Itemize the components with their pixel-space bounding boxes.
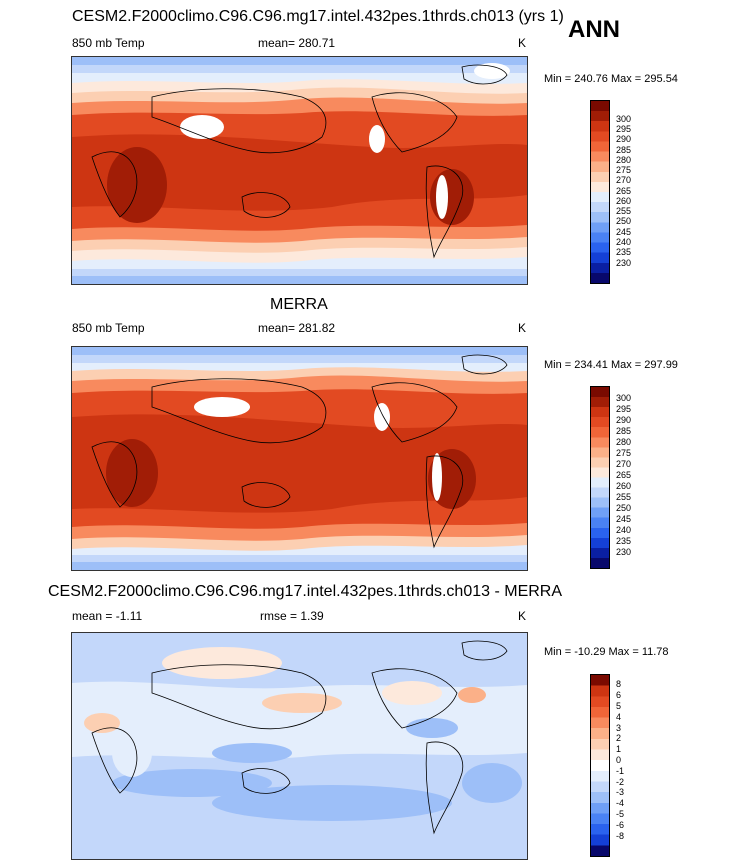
panel3-colorbar-label: -8: [616, 831, 625, 841]
panel2-colorbar-label: 270: [616, 459, 632, 469]
panel3-map: [71, 632, 528, 860]
panel2-colorbar-label: 265: [616, 470, 632, 480]
panel1-colorbar-label: 240: [616, 237, 632, 247]
panel1-colorbar-label: 235: [616, 247, 632, 257]
panel1-colorbar-label: 295: [616, 124, 632, 134]
panel2-mean: mean= 281.82: [258, 321, 336, 335]
panel1-colorbar-label: 255: [616, 206, 632, 216]
panel3-colorbar-label: -5: [616, 809, 625, 819]
panel3-colorbar-label: 1: [616, 744, 622, 754]
panel3-colorbar-label: -2: [616, 777, 625, 787]
panel2-title: MERRA: [270, 296, 328, 313]
panel3-difference-field: [72, 633, 527, 859]
panel2-colorbar-label: 285: [616, 426, 632, 436]
panel1-colorbar-label: 280: [616, 155, 632, 165]
panel3-colorbar-label: 0: [616, 755, 622, 765]
panel2-colorbar-label: 230: [616, 547, 632, 557]
panel2-minmax: Min = 234.41 Max = 297.99: [544, 359, 678, 371]
panel1-colorbar-label: 230: [616, 258, 632, 268]
panel1-colorbar-label: 275: [616, 165, 632, 175]
panel2-colorbar-label: 295: [616, 404, 632, 414]
panel1-colorbar-label: 265: [616, 186, 632, 196]
panel1-map: [71, 56, 528, 285]
panel1-colorbar-label: 300: [616, 114, 632, 124]
panel3-colorbar-label: -1: [616, 766, 625, 776]
panel2-colorbar-label: 255: [616, 492, 632, 502]
season-label: ANN: [568, 16, 620, 43]
panel3-colorbar-label: -4: [616, 798, 625, 808]
panel1-colorbar-label: 250: [616, 216, 632, 226]
panel2-colorbar-label: 245: [616, 514, 632, 524]
panel2-temperature-field: [72, 347, 527, 570]
panel3-colorbar-label: 4: [616, 712, 622, 722]
panel2-colorbar-label: 290: [616, 415, 632, 425]
panel1-title: CESM2.F2000climo.C96.C96.mg17.intel.432p…: [72, 8, 564, 25]
panel2-colorbar: 300 295 290 285 280 275 270 265 260 255 …: [590, 386, 650, 569]
panel1-colorbar-scale: [590, 100, 610, 284]
panel3-colorbar-label: -3: [616, 787, 625, 797]
panel1-colorbar-label: 285: [616, 145, 632, 155]
panel3-colorbar-label: 6: [616, 690, 622, 700]
panel3-colorbar-label: 2: [616, 733, 622, 743]
panel1-colorbar-label: 245: [616, 227, 632, 237]
panel2-variable-label: 850 mb Temp: [72, 321, 145, 335]
panel1-temperature-field: [72, 57, 527, 284]
panel2-colorbar-label: 260: [616, 481, 632, 491]
panel1-colorbar: 300 295 290 285 280 275 270 265 260 255 …: [590, 100, 650, 284]
panel2-map: [71, 346, 528, 571]
panel3-colorbar-label: 3: [616, 723, 622, 733]
panel2-colorbar-label: 250: [616, 503, 632, 513]
panel1-variable-label: 850 mb Temp: [72, 36, 145, 50]
panel1-mean: mean= 280.71: [258, 36, 336, 50]
panel1-minmax: Min = 240.76 Max = 295.54: [544, 73, 678, 85]
panel1-units: K: [518, 36, 527, 50]
panel1-colorbar-label: 290: [616, 134, 632, 144]
panel3-colorbar-scale: [590, 674, 610, 857]
panel2-units: K: [518, 321, 527, 335]
panel3-mean: mean = -1.11: [72, 609, 143, 623]
panel2-colorbar-label: 300: [616, 393, 632, 403]
panel3-title: CESM2.F2000climo.C96.C96.mg17.intel.432p…: [48, 583, 563, 600]
panel1-colorbar-label: 270: [616, 175, 632, 185]
panel1-colorbar-label: 260: [616, 196, 632, 206]
panel3-rmse: rmse = 1.39: [260, 609, 324, 623]
panel3-colorbar-label: 8: [616, 679, 622, 689]
panel2-colorbar-label: 275: [616, 448, 632, 458]
panel3-colorbar-label: -6: [616, 820, 625, 830]
panel2-colorbar-label: 280: [616, 437, 632, 447]
panel3-units: K: [518, 609, 527, 623]
panel3-colorbar: 8 6 5 4 3 2 1 0 -1 -2 -3 -4 -5 -6 -8: [590, 674, 650, 857]
panel3-minmax: Min = -10.29 Max = 11.78: [544, 646, 669, 658]
panel2-colorbar-label: 235: [616, 536, 632, 546]
panel2-colorbar-scale: [590, 386, 610, 569]
panel2-colorbar-label: 240: [616, 525, 632, 535]
panel3-colorbar-label: 5: [616, 701, 622, 711]
